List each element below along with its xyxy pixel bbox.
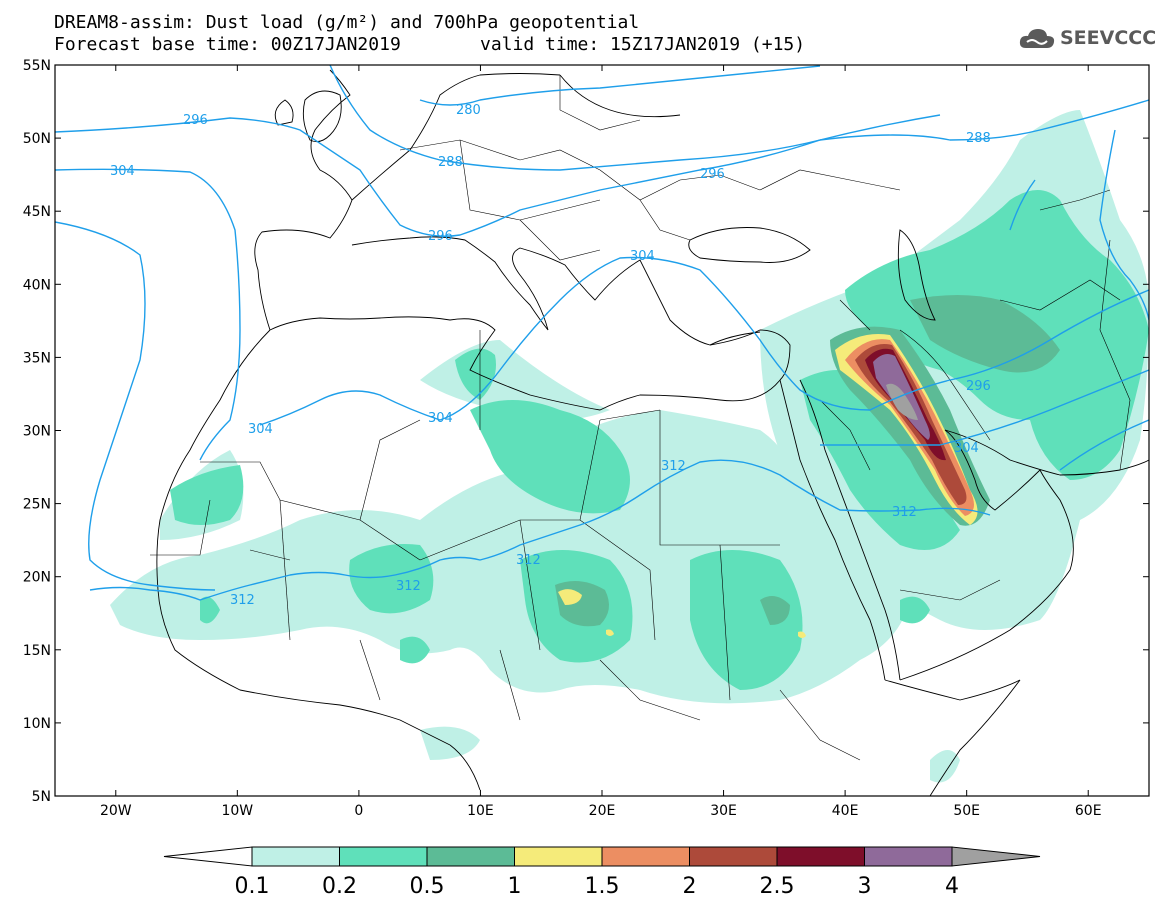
contour-label: 296 bbox=[700, 167, 725, 182]
valid-time: valid time: 15Z17JAN2019 (+15) bbox=[480, 34, 806, 55]
lon-tick-label: 10E bbox=[467, 803, 494, 819]
lat-tick-label: 40N bbox=[23, 277, 51, 293]
lon-tick-label: 30E bbox=[710, 803, 737, 819]
lat-tick-label: 55N bbox=[23, 58, 51, 74]
lon-tick-label: 20E bbox=[589, 803, 616, 819]
lon-tick-label: 20W bbox=[100, 803, 132, 819]
lat-tick-label: 35N bbox=[23, 350, 51, 366]
contour-label: 296 bbox=[966, 379, 991, 394]
colorbar-label: 2.5 bbox=[760, 874, 795, 899]
colorbar-segment bbox=[251, 846, 340, 867]
colorbar-label: 0.5 bbox=[410, 874, 445, 899]
colorbar-label: 1 bbox=[508, 874, 522, 899]
map-title: DREAM8-assim: Dust load (g/m²) and 700hP… bbox=[54, 12, 640, 33]
contour-label: 304 bbox=[630, 249, 655, 264]
colorbar-segment bbox=[426, 846, 515, 867]
latitude-axis: 55N 50N 45N 40N 35N 30N 25N 20N 15N 10N 5N bbox=[23, 58, 1149, 805]
contour-label: 304 bbox=[428, 411, 453, 426]
lon-tick-label: 60E bbox=[1075, 803, 1102, 819]
contour-label: 312 bbox=[230, 593, 255, 608]
coastlines bbox=[156, 69, 1149, 796]
lat-tick-label: 25N bbox=[23, 497, 51, 513]
colorbar-segment bbox=[601, 846, 690, 867]
contour-label: 288 bbox=[438, 155, 463, 170]
contour-labels: 296 280 288 304 288 296 296 304 304 304 … bbox=[110, 103, 991, 608]
lon-tick-label: 50E bbox=[953, 803, 980, 819]
lat-tick-label: 15N bbox=[23, 643, 51, 659]
logo-text: SEEVCCC bbox=[1060, 27, 1157, 49]
contour-label: 296 bbox=[183, 113, 208, 128]
colorbar-segment bbox=[339, 846, 428, 867]
forecast-base-time: Forecast base time: 00Z17JAN2019 bbox=[54, 34, 401, 55]
colorbar-label: 0.2 bbox=[322, 874, 357, 899]
contour-label: 312 bbox=[661, 459, 686, 474]
contour-label: 280 bbox=[456, 103, 481, 118]
lat-tick-label: 30N bbox=[23, 424, 51, 440]
colorbar: 0.1 0.2 0.5 1 1.5 2 2.5 3 4 bbox=[163, 846, 1041, 899]
seevccc-logo: SEEVCCC bbox=[1018, 26, 1156, 50]
colorbar-segment bbox=[776, 846, 865, 867]
lon-tick-label: 40E bbox=[832, 803, 859, 819]
colorbar-right-arrow bbox=[951, 846, 1041, 867]
colorbar-label: 4 bbox=[945, 874, 959, 899]
colorbar-label: 1.5 bbox=[585, 874, 620, 899]
lon-tick-label: 0 bbox=[354, 803, 363, 819]
colorbar-segment bbox=[514, 846, 603, 867]
colorbar-label: 0.1 bbox=[235, 874, 270, 899]
contour-label: 296 bbox=[428, 229, 453, 244]
colorbar-label: 2 bbox=[683, 874, 697, 899]
lat-tick-label: 45N bbox=[23, 204, 51, 220]
colorbar-label: 3 bbox=[858, 874, 872, 899]
colorbar-segment bbox=[864, 846, 953, 867]
contour-label: 288 bbox=[966, 131, 991, 146]
colorbar-left-arrow bbox=[163, 846, 253, 867]
lat-tick-label: 5N bbox=[32, 789, 51, 805]
dust-shading bbox=[110, 110, 1149, 783]
contour-label: 304 bbox=[110, 164, 135, 179]
contour-label: 304 bbox=[954, 441, 979, 456]
contour-label: 312 bbox=[892, 505, 917, 520]
contour-label: 304 bbox=[248, 422, 273, 437]
longitude-axis: 20W 10W 0 10E 20E 30E 40E 50E 60E bbox=[100, 65, 1102, 819]
lat-tick-label: 20N bbox=[23, 570, 51, 586]
contour-label: 312 bbox=[396, 579, 421, 594]
geopotential-contours bbox=[55, 65, 1149, 601]
lat-tick-label: 10N bbox=[23, 716, 51, 732]
colorbar-segment bbox=[689, 846, 778, 867]
contour-label: 312 bbox=[516, 553, 541, 568]
cloud-icon bbox=[1019, 29, 1055, 48]
lon-tick-label: 10W bbox=[221, 803, 253, 819]
lat-tick-label: 50N bbox=[23, 131, 51, 147]
borders bbox=[150, 75, 1131, 761]
